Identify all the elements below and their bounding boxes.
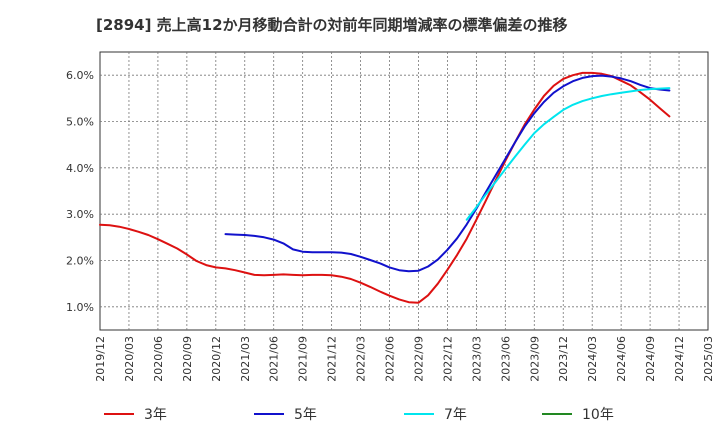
y-tick-label: 3.0%	[66, 208, 94, 221]
x-tick-label: 2023/03	[470, 336, 483, 382]
x-tick-label: 2022/12	[441, 336, 454, 382]
plot-area	[99, 51, 709, 331]
x-tick-label: 2021/09	[297, 336, 310, 382]
y-tick-label: 5.0%	[66, 116, 94, 129]
series-line-1	[224, 74, 671, 273]
legend-label-3: 10年	[582, 407, 614, 423]
legend-label-1: 5年	[294, 407, 317, 423]
series-layer	[99, 71, 671, 304]
x-tick-label: 2019/12	[94, 336, 107, 382]
y-tick-label: 1.0%	[66, 301, 94, 314]
x-tick-label: 2023/09	[528, 336, 541, 382]
x-tick-label: 2021/12	[326, 336, 339, 382]
x-tick-label: 2023/06	[499, 336, 512, 382]
x-tick-label: 2020/06	[152, 336, 165, 382]
x-tick-label: 2024/09	[644, 336, 657, 382]
grid-layer	[100, 52, 708, 330]
x-tick-label: 2024/12	[673, 336, 686, 382]
y-axis-ticks: 1.0% 2.0% 3.0% 4.0% 5.0% 6.0%	[66, 69, 94, 314]
x-tick-label: 2020/09	[181, 336, 194, 382]
legend-label-0: 3年	[144, 407, 167, 423]
y-tick-label: 6.0%	[66, 69, 94, 82]
x-tick-label: 2022/03	[355, 336, 368, 382]
series-line-0	[99, 71, 671, 304]
x-tick-label: 2024/03	[586, 336, 599, 382]
x-tick-label: 2022/06	[384, 336, 397, 382]
legend-label-2: 7年	[444, 407, 467, 423]
x-tick-label: 2020/12	[210, 336, 223, 382]
x-tick-label: 2025/03	[702, 336, 715, 382]
x-tick-label: 2020/03	[123, 336, 136, 382]
x-tick-label: 2021/06	[268, 336, 281, 382]
x-axis-ticks: 2019/12 2020/03 2020/06 2020/09 2020/12 2021/…	[94, 336, 715, 382]
series-line-2	[465, 87, 671, 221]
x-tick-label: 2023/12	[557, 336, 570, 382]
x-tick-label: 2021/03	[239, 336, 252, 382]
chart-title: [2894] 売上高12か月移動合計の対前年同期増減率の標準偏差の推移	[96, 16, 568, 34]
y-tick-label: 4.0%	[66, 162, 94, 175]
legend: 3年 5年 7年 10年	[104, 407, 614, 423]
x-tick-label: 2024/06	[615, 336, 628, 382]
y-tick-label: 2.0%	[66, 255, 94, 268]
x-tick-label: 2022/09	[412, 336, 425, 382]
